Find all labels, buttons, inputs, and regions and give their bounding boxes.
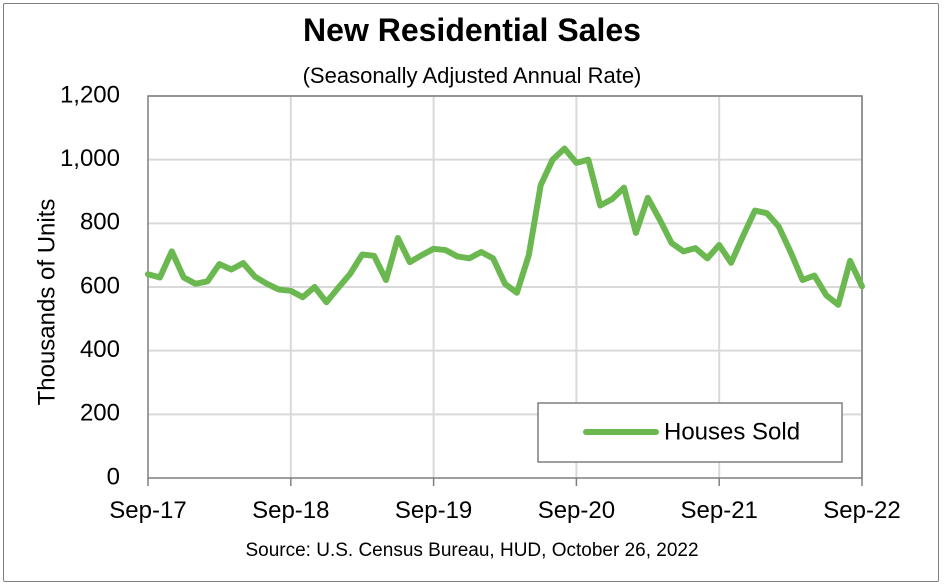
chart-title: New Residential Sales <box>303 12 641 48</box>
y-tick-label: 600 <box>80 272 120 299</box>
chart-source: Source: U.S. Census Bureau, HUD, October… <box>245 540 699 561</box>
y-tick-label: 0 <box>107 463 120 490</box>
chart-subtitle: (Seasonally Adjusted Annual Rate) <box>302 63 642 88</box>
series-layer <box>145 145 865 308</box>
y-tick-label: 400 <box>80 336 120 363</box>
y-tick-label: 800 <box>80 209 120 236</box>
x-tick-label: Sep-18 <box>252 497 329 524</box>
x-tick-label: Sep-22 <box>823 497 900 524</box>
x-tick-label: Sep-21 <box>681 497 758 524</box>
x-tick-label: Sep-17 <box>109 497 186 524</box>
legend-label: Houses Sold <box>664 418 800 445</box>
y-tick-label: 1,200 <box>60 81 120 108</box>
series-line-houses-sold <box>145 145 865 308</box>
x-tick-label: Sep-20 <box>538 497 615 524</box>
y-tick-label: 1,000 <box>60 145 120 172</box>
x-tick-label: Sep-19 <box>395 497 472 524</box>
y-axis-label: Thousands of Units <box>33 199 60 406</box>
tick-labels: 0 200 400 600 800 1,000 1,200 Sep-17 Sep-18 Sep-1… <box>60 81 901 524</box>
legend: Houses Sold <box>537 402 843 463</box>
chart-frame <box>3 3 939 582</box>
y-tick-label: 200 <box>80 400 120 427</box>
